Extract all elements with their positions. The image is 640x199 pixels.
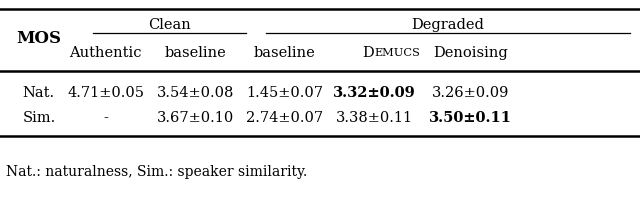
Text: 1.45±0.07: 1.45±0.07 xyxy=(246,86,323,100)
Text: baseline: baseline xyxy=(164,46,226,60)
Text: baseline: baseline xyxy=(254,46,316,60)
Text: 4.71±0.05: 4.71±0.05 xyxy=(67,86,144,100)
Text: Degraded: Degraded xyxy=(412,18,484,32)
Text: Authentic: Authentic xyxy=(69,46,142,60)
Text: 3.54±0.08: 3.54±0.08 xyxy=(157,86,234,100)
Text: 3.32±0.09: 3.32±0.09 xyxy=(333,86,416,100)
Text: 3.50±0.11: 3.50±0.11 xyxy=(429,111,512,125)
Text: Nat.: naturalness, Sim.: speaker similarity.: Nat.: naturalness, Sim.: speaker similar… xyxy=(6,165,308,179)
Text: Sim.: Sim. xyxy=(22,111,56,125)
Text: -: - xyxy=(103,111,108,125)
Text: Clean: Clean xyxy=(148,18,191,32)
Text: MOS: MOS xyxy=(16,30,61,47)
Text: EMUCS: EMUCS xyxy=(374,48,420,58)
Text: Denoising: Denoising xyxy=(433,46,508,60)
Text: 3.38±0.11: 3.38±0.11 xyxy=(336,111,413,125)
Text: 3.26±0.09: 3.26±0.09 xyxy=(432,86,509,100)
Text: 2.74±0.07: 2.74±0.07 xyxy=(246,111,323,125)
Text: D: D xyxy=(363,46,374,60)
Text: 3.67±0.10: 3.67±0.10 xyxy=(157,111,234,125)
Text: Nat.: Nat. xyxy=(22,86,54,100)
